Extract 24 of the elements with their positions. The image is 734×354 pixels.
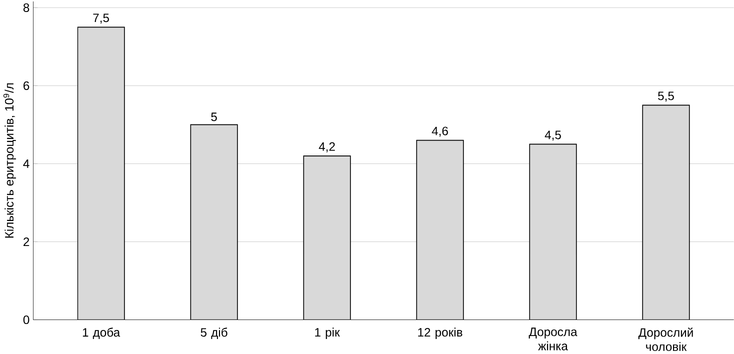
bar bbox=[190, 124, 238, 320]
data-label: 4,2 bbox=[318, 142, 335, 152]
data-label: 7,5 bbox=[93, 14, 109, 24]
y-tick-label: 0 bbox=[23, 315, 30, 324]
y-tick-label: 4 bbox=[23, 159, 30, 168]
bar bbox=[642, 104, 690, 320]
bar bbox=[529, 144, 577, 320]
y-tick-label: 2 bbox=[24, 237, 30, 246]
x-tick-label: 1 рік bbox=[315, 328, 340, 339]
y-axis-title: Кількість еритроцитів, 10$^{9}$/л bbox=[3, 83, 16, 238]
y-tick-label: 6 bbox=[24, 81, 30, 90]
bar bbox=[303, 155, 351, 320]
x-tick-label: 1 доба bbox=[82, 328, 120, 339]
data-label: 5 bbox=[211, 112, 217, 121]
x-tick-label: 5 діб bbox=[200, 328, 228, 339]
x-tick-label: Доросла жінка bbox=[528, 328, 578, 350]
x-tick-label: 12 років bbox=[418, 328, 462, 339]
data-label: 4,5 bbox=[544, 130, 561, 140]
bar bbox=[77, 26, 125, 320]
data-label: 4,6 bbox=[432, 126, 448, 137]
x-tick-label: Дорослий чоловік bbox=[638, 327, 693, 351]
bar bbox=[416, 140, 464, 320]
y-tick-label: 8 bbox=[23, 3, 30, 12]
data-label: 5,5 bbox=[658, 92, 674, 102]
